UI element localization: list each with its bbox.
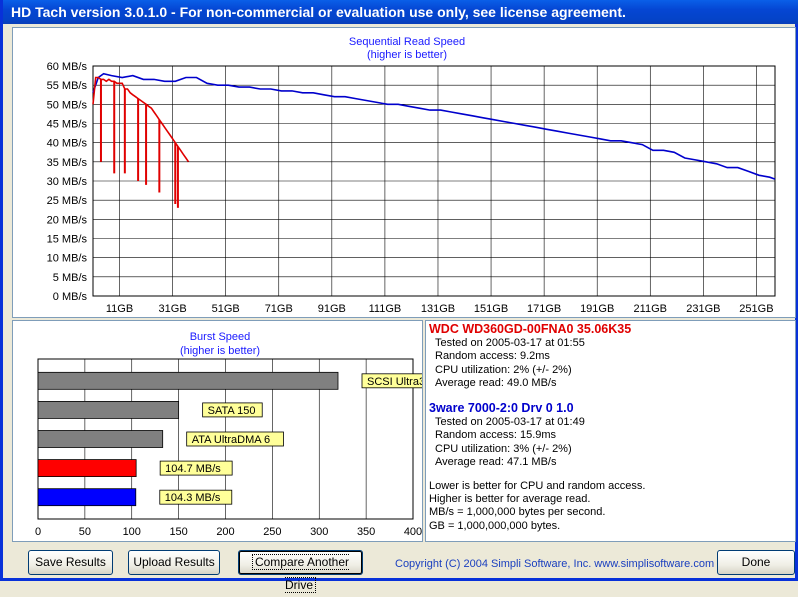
burst-bar — [37, 401, 180, 419]
y-tick-label: 10 MB/s — [47, 253, 88, 265]
burst-bar — [37, 488, 137, 507]
burst-x-tick-label: 200 — [216, 526, 234, 538]
drive1-cpu: CPU utilization: 2% (+/- 2%) — [435, 363, 572, 376]
burst-bars: SCSI Ultra320 SATA 150 ATA UltraDMA 6 104.7… — [37, 371, 453, 507]
y-tick-label: 0 MB/s — [53, 291, 88, 303]
burst-x-tick-label: 350 — [357, 526, 375, 538]
x-tick-label: 211GB — [634, 303, 667, 315]
burst-bar — [37, 371, 339, 390]
chart-title: Sequential Read Speed — [349, 36, 465, 48]
x-tick-label: 51GB — [212, 303, 240, 315]
upload-results-button[interactable]: Upload Results — [128, 550, 220, 575]
x-tick-label: 171GB — [527, 303, 561, 315]
x-tick-label: 251GB — [739, 303, 773, 315]
x-tick-label: 131GB — [421, 303, 455, 315]
burst-x-tick-label: 300 — [310, 526, 328, 538]
drive-info-panel: WDC WD360GD-00FNA0 35.06K35 Tested on 20… — [425, 320, 796, 542]
burst-bar — [37, 430, 164, 448]
burst-bar-label: 104.7 MB/s — [165, 463, 221, 475]
burst-bar-tag — [186, 431, 284, 447]
compare-button-label: Compare Another Drive — [251, 554, 350, 593]
y-axis-ticks: 0 MB/s 5 MB/s 10 MB/s 15 MB/s 20 MB/s 25 MB/s… — [47, 61, 88, 303]
burst-x-tick-label: 100 — [123, 526, 141, 538]
chart-subtitle: (higher is better) — [367, 49, 447, 61]
burst-x-tick-label: 150 — [169, 526, 187, 538]
y-tick-label: 35 MB/s — [47, 157, 88, 169]
drive2-name: 3ware 7000-2:0 Drv 0 1.0 — [429, 401, 574, 415]
burst-bar-label: ATA UltraDMA 6 — [192, 434, 270, 446]
grid-lines — [93, 66, 775, 296]
burst-speed-chart: Burst Speed (higher is better) SCSI Ultr… — [35, 331, 453, 538]
x-tick-label: 91GB — [318, 303, 346, 315]
series-line-2 — [92, 76, 190, 163]
burst-speed-panel: Burst Speed (higher is better) SCSI Ultr… — [12, 320, 453, 542]
drive2-random-access: Random access: 15.9ms — [435, 429, 557, 442]
x-axis-ticks: 11GB 31GB 51GB 71GB 91GB 111GB 131GB 151GB 171GB… — [106, 303, 774, 315]
sequential-read-chart: Sequential Read Speed (higher is better)… — [47, 36, 776, 315]
y-tick-label: 60 MB/s — [47, 61, 88, 73]
drive2-tested: Tested on 2005-03-17 at 01:49 — [435, 416, 585, 428]
drive1-average-read: Average read: 49.0 MB/s — [435, 377, 557, 390]
burst-bar-tag — [159, 489, 233, 505]
drive1-name: WDC WD360GD-00FNA0 35.06K35 — [429, 322, 632, 336]
y-tick-label: 25 MB/s — [47, 195, 88, 207]
x-tick-label: 11GB — [106, 303, 133, 315]
drive1-tested: Tested on 2005-03-17 at 01:55 — [435, 337, 585, 349]
burst-bar-tag — [159, 460, 233, 476]
y-tick-label: 45 MB/s — [47, 119, 88, 131]
note-line: MB/s = 1,000,000 bytes per second. — [429, 506, 606, 519]
burst-bar-label: SATA 150 — [208, 405, 256, 417]
y-tick-label: 30 MB/s — [47, 176, 88, 188]
title-bar: HD Tach version 3.0.1.0 - For non-commer… — [3, 0, 798, 24]
drive2-cpu: CPU utilization: 3% (+/- 2%) — [435, 442, 572, 455]
notes: Lower is better for CPU and random acces… — [429, 480, 645, 533]
burst-bar-tag — [202, 402, 263, 418]
x-tick-label: 151GB — [474, 303, 508, 315]
drive2-average-read: Average read: 47.1 MB/s — [435, 456, 557, 469]
burst-bar-label: 104.3 MB/s — [165, 492, 221, 504]
y-tick-label: 40 MB/s — [47, 138, 88, 150]
burst-title: Burst Speed — [190, 331, 251, 343]
x-tick-label: 31GB — [159, 303, 187, 315]
burst-bar — [37, 459, 137, 477]
burst-bar-label: SCSI Ultra320 — [367, 376, 422, 388]
y-tick-label: 50 MB/s — [47, 99, 88, 111]
series-line-1 — [92, 72, 776, 180]
drive1-random-access: Random access: 9.2ms — [435, 350, 550, 363]
x-tick-label: 191GB — [580, 303, 614, 315]
drive1-details: Tested on 2005-03-17 at 01:55 Random acc… — [435, 337, 585, 391]
sequential-read-panel: Sequential Read Speed (higher is better)… — [12, 27, 796, 318]
x-tick-label: 111GB — [369, 303, 402, 315]
note-line: GB = 1,000,000,000 bytes. — [429, 519, 561, 532]
done-button[interactable]: Done — [717, 550, 795, 575]
compare-another-drive-button[interactable]: Compare Another Drive — [238, 550, 363, 593]
burst-subtitle: (higher is better) — [180, 345, 260, 357]
series-group — [92, 72, 776, 208]
burst-x-axis-ticks: 0 50 100 150 200 250 300 350 400 — [35, 526, 422, 538]
burst-x-tick-label: 250 — [263, 526, 281, 538]
y-tick-label: 20 MB/s — [47, 214, 88, 226]
drive2-details: Tested on 2005-03-17 at 01:49 Random acc… — [435, 416, 585, 470]
note-line: Lower is better for CPU and random acces… — [429, 480, 646, 492]
burst-x-tick-label: 400 — [404, 526, 422, 538]
x-tick-label: 231GB — [686, 303, 720, 315]
y-tick-label: 15 MB/s — [47, 234, 88, 246]
burst-x-tick-label: 0 — [35, 526, 41, 538]
burst-x-tick-label: 50 — [79, 526, 91, 538]
note-line: Higher is better for average read. — [429, 493, 591, 506]
copyright-text: Copyright (C) 2004 Simpli Software, Inc.… — [395, 558, 715, 570]
x-tick-label: 71GB — [265, 303, 293, 315]
save-results-button[interactable]: Save Results — [28, 550, 113, 575]
y-tick-label: 5 MB/s — [53, 272, 88, 284]
y-tick-label: 55 MB/s — [47, 80, 88, 92]
